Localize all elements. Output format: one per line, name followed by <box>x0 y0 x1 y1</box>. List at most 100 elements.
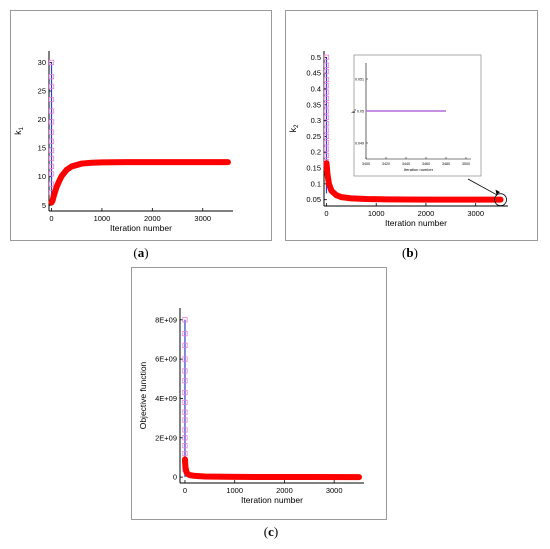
marker-point <box>182 435 188 441</box>
x-axis-label: Iteration number <box>110 223 172 233</box>
x-tick-label: 3000 <box>467 209 484 218</box>
marker-point <box>48 83 55 90</box>
marker-point <box>323 68 330 75</box>
marker-point <box>48 171 55 177</box>
y-tick-label: 0.3 <box>311 116 321 125</box>
y-tick-label: 0.05 <box>306 195 321 204</box>
inset-x-tick-label: 3500 <box>462 162 470 166</box>
chart-panel-a: 0 1000 2000 3000 5 10 15 20 25 30 Iteration number… <box>10 10 272 241</box>
marker-point <box>48 108 55 114</box>
y-tick-label: 0.4 <box>311 84 321 93</box>
chart-b-svg: 0 1000 2000 3000 0.05 0.1 0.15 0.2 0.25 0.3 0.35 0.… <box>288 51 508 228</box>
marker-point <box>48 59 55 66</box>
marker-point <box>48 96 55 103</box>
marker-point <box>48 181 55 187</box>
y-tick-label: 0.5 <box>311 53 321 62</box>
marker-point <box>48 129 55 135</box>
marker-point <box>48 147 55 154</box>
marker-point <box>182 389 188 396</box>
inset-x-tick-label: 3400 <box>362 162 370 166</box>
caption-a: (a) <box>133 245 149 260</box>
y-tick-label: 0.25 <box>306 132 321 141</box>
y-tick-label: 0.2 <box>311 148 321 157</box>
marker-point <box>323 140 330 146</box>
marker-point <box>48 138 55 144</box>
inset-x-axis-label: Iteration number <box>404 167 434 172</box>
y-axis-label: k2 <box>288 124 300 133</box>
inset-y-tick-label: 0.05 <box>357 110 364 114</box>
x-tick-label: 0 <box>49 214 53 223</box>
y-tick-label: 0.1 <box>311 179 321 188</box>
marker-point <box>182 378 188 384</box>
x-tick-label: 3000 <box>326 486 343 495</box>
y-tick-label: 4E+09 <box>155 394 177 403</box>
marker-point <box>323 114 330 121</box>
y-tick-label: 20 <box>38 115 46 124</box>
y-tick-label: 0.35 <box>306 100 321 109</box>
x-tick-label: 1000 <box>368 209 385 218</box>
inset-y-axis-label: k2 <box>351 109 357 113</box>
marker-point <box>323 89 330 95</box>
marker-point <box>182 450 188 457</box>
y-tick-label: 10 <box>38 172 46 181</box>
marker-point <box>182 342 188 348</box>
x-tick-label: 0 <box>183 486 187 495</box>
marker-point <box>323 133 330 140</box>
marker-point <box>182 443 188 449</box>
zoom-arrow-line <box>467 178 497 196</box>
inset-x-tick-label: 3460 <box>422 162 430 166</box>
y-tick-label: 0 <box>173 473 177 482</box>
marker-point <box>182 368 188 374</box>
y-tick-label: 25 <box>38 87 46 96</box>
x-tick-label: 1000 <box>94 214 111 223</box>
y-tick-label: 5 <box>42 201 46 210</box>
series-line <box>181 456 363 481</box>
x-tick-label: 2000 <box>418 209 435 218</box>
marker-point <box>323 108 330 114</box>
marker-point <box>182 399 188 405</box>
marker-point <box>182 409 188 415</box>
chart-c-svg: 0 1000 2000 3000 0 2E+09 4E+09 6E+09 8E+09 Iterat… <box>138 308 364 505</box>
y-axis-label: Objective function <box>138 361 148 429</box>
series-line <box>323 160 504 203</box>
caption-b: (b) <box>402 245 418 260</box>
inset-y-tick-label: 0.049 <box>355 142 364 146</box>
inset-x-tick-label: 3420 <box>382 162 390 166</box>
y-axis-label: k1 <box>13 126 25 135</box>
y-tick-label: 8E+09 <box>155 315 177 324</box>
marker-point <box>323 102 330 108</box>
x-tick-label: 1000 <box>226 486 243 495</box>
marker-point <box>48 119 55 125</box>
zoom-circle <box>494 193 507 207</box>
marker-point <box>323 62 330 68</box>
caption-c: (c) <box>263 524 279 539</box>
marker-point <box>323 76 330 83</box>
zoom-arrow-head <box>495 189 501 195</box>
marker-point <box>182 417 188 423</box>
marker-point <box>182 330 188 337</box>
marker-point <box>323 121 330 127</box>
marker-point <box>182 317 188 323</box>
chart-panel-b: 0 1000 2000 3000 0.05 0.1 0.15 0.2 0.25 0.3 0.35 0.… <box>285 10 538 241</box>
marker-point <box>182 356 188 362</box>
chart-a-svg: 0 1000 2000 3000 5 10 15 20 25 30 Iteration number… <box>13 51 233 233</box>
chart-panel-c: 0 1000 2000 3000 0 2E+09 4E+09 6E+09 8E+09 Iterat… <box>131 267 387 520</box>
marker-point <box>323 54 330 60</box>
y-tick-label: 0.45 <box>306 69 321 78</box>
inset-y-tick-label: 0.051 <box>355 78 364 82</box>
marker-point <box>323 152 330 158</box>
marker-point <box>48 74 55 80</box>
marker-point <box>323 127 330 133</box>
y-tick-label: 15 <box>38 144 46 153</box>
y-tick-label: 2E+09 <box>155 433 177 442</box>
marker-point <box>48 155 55 162</box>
y-tick-label: 0.15 <box>306 164 321 173</box>
x-axis-label: Iteration number <box>241 495 303 505</box>
x-tick-label: 2000 <box>276 486 293 495</box>
marker-point <box>323 83 330 89</box>
inset-x-tick-label: 3480 <box>442 162 450 166</box>
marker-point <box>323 95 330 102</box>
y-tick-label: 6E+09 <box>155 355 177 364</box>
x-tick-label: 0 <box>324 209 328 218</box>
series-line <box>48 159 231 206</box>
